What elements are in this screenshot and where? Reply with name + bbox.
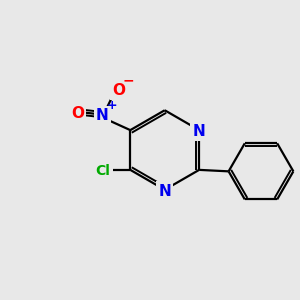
- Text: −: −: [122, 74, 134, 88]
- Text: +: +: [106, 99, 117, 112]
- Text: Cl: Cl: [95, 164, 110, 178]
- Text: N: N: [158, 184, 171, 199]
- Text: N: N: [96, 108, 109, 123]
- Text: N: N: [193, 124, 206, 139]
- Text: O: O: [112, 83, 125, 98]
- Text: O: O: [71, 106, 84, 122]
